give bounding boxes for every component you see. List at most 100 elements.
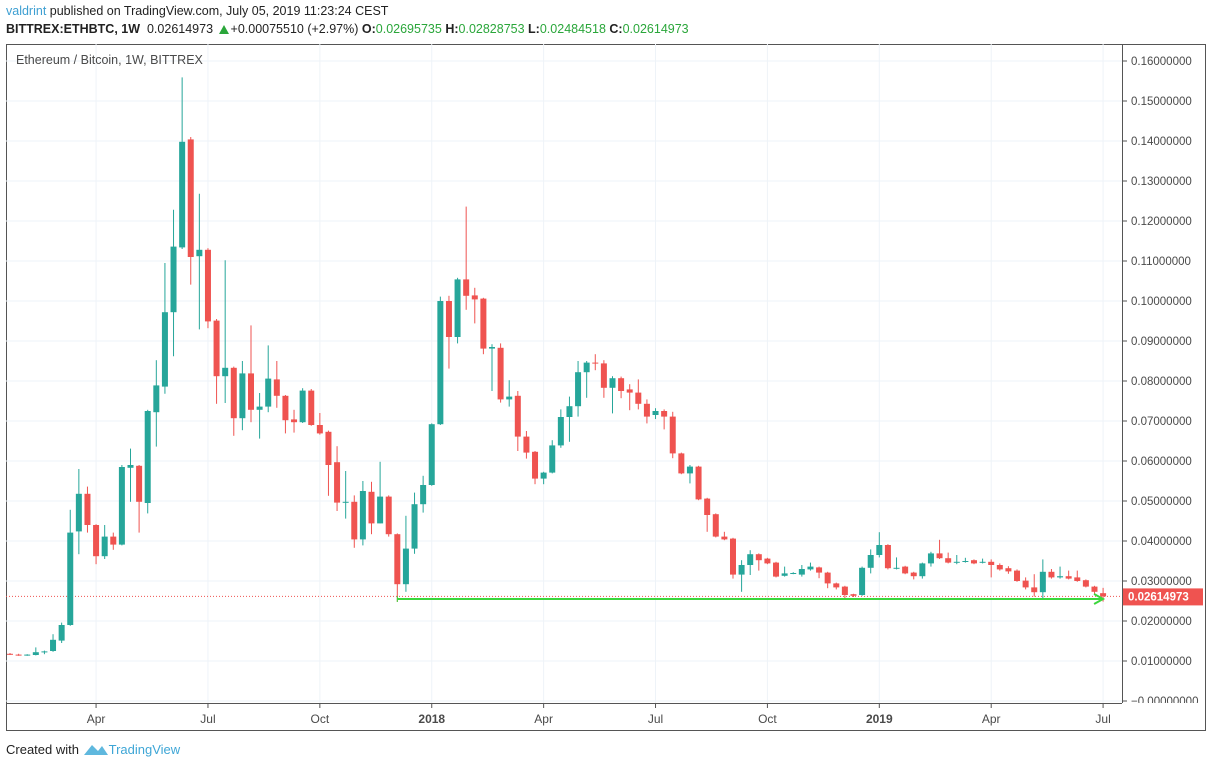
- candle: [996, 563, 1003, 571]
- candle: [93, 524, 100, 565]
- chart-frame: [6, 44, 1206, 731]
- candle-body: [876, 545, 883, 555]
- candle: [790, 572, 797, 575]
- candle-body: [721, 536, 728, 540]
- candle: [583, 361, 590, 398]
- time-tick-label: Jul: [1095, 712, 1110, 726]
- candle: [927, 551, 934, 567]
- candle: [385, 495, 392, 537]
- chart-plot-area[interactable]: [6, 44, 1122, 703]
- candle-body: [816, 567, 823, 573]
- candle-body: [833, 583, 840, 588]
- candle: [669, 411, 676, 459]
- author-link[interactable]: valdrint: [6, 4, 47, 18]
- candle: [755, 553, 762, 571]
- candle: [75, 469, 82, 555]
- ohlc-header: BITTREX:ETHBTC, 1W 0.02614973 +0.0007551…: [6, 22, 689, 36]
- price-tick-label: 0.12000000: [1131, 216, 1192, 228]
- time-tick-label: Jul: [648, 712, 663, 726]
- candle: [798, 565, 805, 577]
- candle: [738, 560, 745, 592]
- candle: [342, 471, 349, 519]
- candle-body: [910, 572, 917, 577]
- candle-body: [747, 554, 754, 565]
- candle-body: [798, 569, 805, 575]
- candle-body: [841, 586, 848, 595]
- candle: [316, 413, 323, 435]
- created-with-text: Created with: [6, 742, 79, 757]
- candle-body: [144, 411, 151, 503]
- candle-body: [299, 390, 306, 423]
- candle: [1074, 570, 1081, 582]
- candle: [953, 555, 960, 565]
- candle-body: [1091, 586, 1098, 592]
- candle: [204, 248, 211, 329]
- tradingview-link[interactable]: TradingView: [108, 742, 181, 757]
- candle-body: [773, 562, 780, 577]
- candle: [1048, 569, 1055, 579]
- candle: [609, 376, 616, 414]
- candle: [213, 319, 220, 404]
- candle: [67, 509, 74, 626]
- candle: [187, 137, 194, 285]
- time-axis[interactable]: Apr Jul Oct 2018 Apr Jul Oct 2019 Apr Jul: [6, 703, 1122, 732]
- candle-body: [411, 504, 418, 549]
- candle-body: [170, 246, 177, 313]
- candle: [945, 552, 952, 564]
- candle: [678, 452, 685, 475]
- time-tick-label: Apr: [982, 712, 1001, 726]
- candle: [747, 550, 754, 575]
- candle-body: [308, 390, 315, 425]
- candle-body: [764, 558, 771, 564]
- price-axis[interactable]: 0.16000000 0.15000000 0.14000000 0.13000000…: [1122, 44, 1208, 703]
- candle: [919, 562, 926, 579]
- candle: [32, 647, 39, 656]
- candle-body: [24, 654, 31, 656]
- arrow-head-icon: [1093, 593, 1106, 605]
- candle-body: [618, 378, 625, 391]
- candle-body: [1057, 576, 1064, 578]
- candle: [84, 486, 91, 533]
- candle: [618, 376, 625, 399]
- candle-body: [652, 411, 659, 415]
- candle: [179, 77, 186, 249]
- candle: [850, 593, 857, 597]
- candle-body: [471, 295, 478, 300]
- candle: [979, 558, 986, 564]
- candle-body: [32, 652, 39, 655]
- candle: [686, 465, 693, 484]
- candle: [936, 539, 943, 559]
- candle-body: [196, 249, 203, 257]
- candle-body: [377, 496, 384, 524]
- price-tick-label: 0.06000000: [1131, 456, 1192, 468]
- candle-body: [859, 567, 866, 595]
- candle: [247, 325, 254, 423]
- candle-body: [204, 249, 211, 322]
- publish-text: published on TradingView.com, July 05, 2…: [49, 4, 389, 18]
- candle: [291, 409, 298, 433]
- candle: [110, 532, 117, 550]
- candle: [256, 393, 263, 439]
- candle-body: [247, 373, 254, 410]
- candle: [488, 344, 495, 391]
- candle-body: [463, 279, 470, 296]
- candle-body: [1100, 593, 1107, 597]
- last-price-badge-label: 0.02614973: [1128, 591, 1189, 603]
- low-label: L:: [528, 22, 540, 36]
- low-value: 0.02484518: [539, 22, 606, 36]
- candle-body: [325, 431, 332, 465]
- open-value: 0.02695735: [375, 22, 442, 36]
- candle: [575, 361, 582, 417]
- candle-body: [532, 451, 539, 479]
- price-tick-label: 0.09000000: [1131, 336, 1192, 348]
- candle: [153, 360, 160, 447]
- candle: [807, 562, 814, 571]
- candle-body: [127, 465, 134, 468]
- price-tick-label: 0.07000000: [1131, 416, 1192, 428]
- candle: [661, 409, 668, 430]
- candle-body: [557, 417, 564, 446]
- candle-body: [437, 301, 444, 425]
- candle-body: [678, 453, 685, 474]
- candle: [970, 559, 977, 565]
- candle-body: [781, 573, 788, 576]
